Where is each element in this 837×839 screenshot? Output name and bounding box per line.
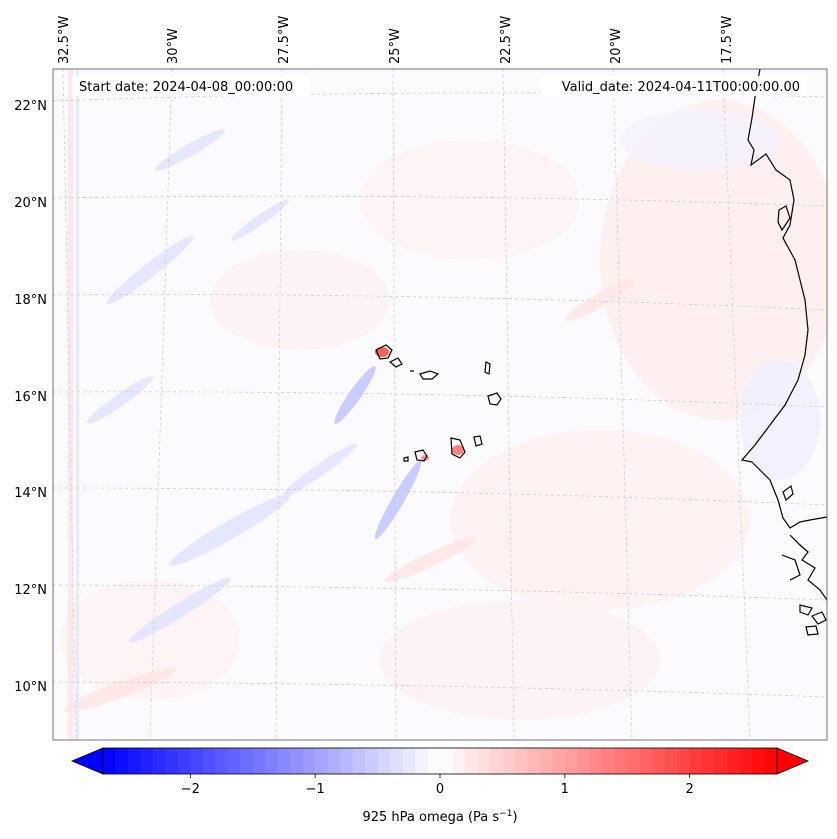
colorbar-segment [427,748,441,774]
latitude-labels: 22°N 20°N 18°N 16°N 14°N 12°N 10°N [14,99,47,695]
colorbar-segment [502,748,516,774]
colorbar-segment [415,748,428,774]
colorbar-segment [714,748,728,774]
colorbar-segment [140,748,154,774]
start-date-box [72,76,310,96]
colorbar-segment [689,748,703,774]
lon-label: 17.5°W [720,16,735,64]
map-panel: Start date: 2024-04-08_00:00:00 Valid_da… [52,68,828,741]
lat-label: 20°N [14,196,47,211]
colorbar-tick-label: 2 [685,782,693,797]
lat-label: 10°N [14,680,47,695]
colorbar-ticks: −2 −1 0 1 2 [181,774,694,797]
lon-label: 25°W [388,28,403,64]
colorbar-segment [639,748,653,774]
colorbar-segment [764,748,778,774]
lon-label: 30°W [166,28,181,64]
colorbar-segment [614,748,628,774]
omega-field [60,69,827,740]
colorbar-min-extend [70,747,104,775]
colorbar-segment [552,748,566,774]
colorbar-segment [527,748,541,774]
lon-label: 22.5°W [499,16,514,64]
colorbar-segment [477,748,491,774]
colorbar-segment [265,748,279,774]
colorbar-segment [564,748,578,774]
colorbar-segment [739,748,753,774]
cabo-verde-islands [375,344,502,462]
colorbar: −2 −1 0 1 2 925 hPa omega (Pa s−1) [70,747,810,825]
colorbar-segment [352,748,366,774]
colorbar-segment [302,748,316,774]
colorbar-segment [127,748,141,774]
colorbar-segment [539,748,553,774]
colorbar-segment [727,748,740,774]
colorbar-segment [652,748,666,774]
colorbar-tick-label: −1 [306,782,325,797]
colorbar-segment [577,748,591,774]
start-date-label: Start date: 2024-04-08_00:00:00 [79,80,293,95]
colorbar-label: 925 hPa omega (Pa s−1) [362,809,517,825]
lon-label: 32.5°W [57,16,72,64]
colorbar-tick-label: 1 [561,782,569,797]
lon-label: 27.5°W [277,16,292,64]
colorbar-segment [177,748,191,774]
colorbar-segment [402,748,416,774]
colorbar-segment [240,748,254,774]
colorbar-segment [452,748,466,774]
colorbar-segment [165,748,179,774]
colorbar-segment [340,748,354,774]
graticule [53,69,827,740]
valid-date-box [540,76,807,96]
africa-coastline [740,69,827,529]
colorbar-segment [702,748,715,774]
colorbar-segment [227,748,241,774]
colorbar-segment [464,748,478,774]
lat-label: 16°N [14,390,47,405]
colorbar-segment [377,748,391,774]
colorbar-segment [290,748,304,774]
colorbar-segment [514,748,528,774]
colorbar-segment [752,748,765,774]
colorbar-segment [215,748,229,774]
colorbar-tick-label: 0 [436,782,444,797]
lat-label: 14°N [14,486,47,501]
map-frame [52,68,828,741]
colorbar-segment [489,748,503,774]
colorbar-segment [365,748,378,774]
colorbar-tick-label: −2 [181,782,200,797]
colorbar-segment [315,748,329,774]
colorbar-segments [103,748,778,774]
colorbar-segment [190,748,204,774]
lon-label: 20°W [609,28,624,64]
colorbar-segment [103,748,116,774]
valid-date-label: Valid_date: 2024-04-11T00:00:00.00 [562,80,800,95]
colorbar-segment [627,748,641,774]
colorbar-segment [252,748,266,774]
colorbar-segment [202,748,216,774]
colorbar-max-extend [776,747,810,775]
lat-label: 22°N [14,99,47,114]
coastline [740,69,827,636]
colorbar-segment [115,748,129,774]
lat-label: 12°N [14,583,47,598]
lat-label: 18°N [14,293,47,308]
colorbar-segment [677,748,691,774]
colorbar-segment [152,748,166,774]
colorbar-segment [327,748,341,774]
colorbar-segment [277,748,291,774]
colorbar-segment [602,748,616,774]
colorbar-segment [390,748,403,774]
colorbar-segment [589,748,603,774]
colorbar-segment [664,748,678,774]
colorbar-segment [440,748,453,774]
longitude-labels: 32.5°W 30°W 27.5°W 25°W 22.5°W 20°W 17.5… [57,16,735,64]
